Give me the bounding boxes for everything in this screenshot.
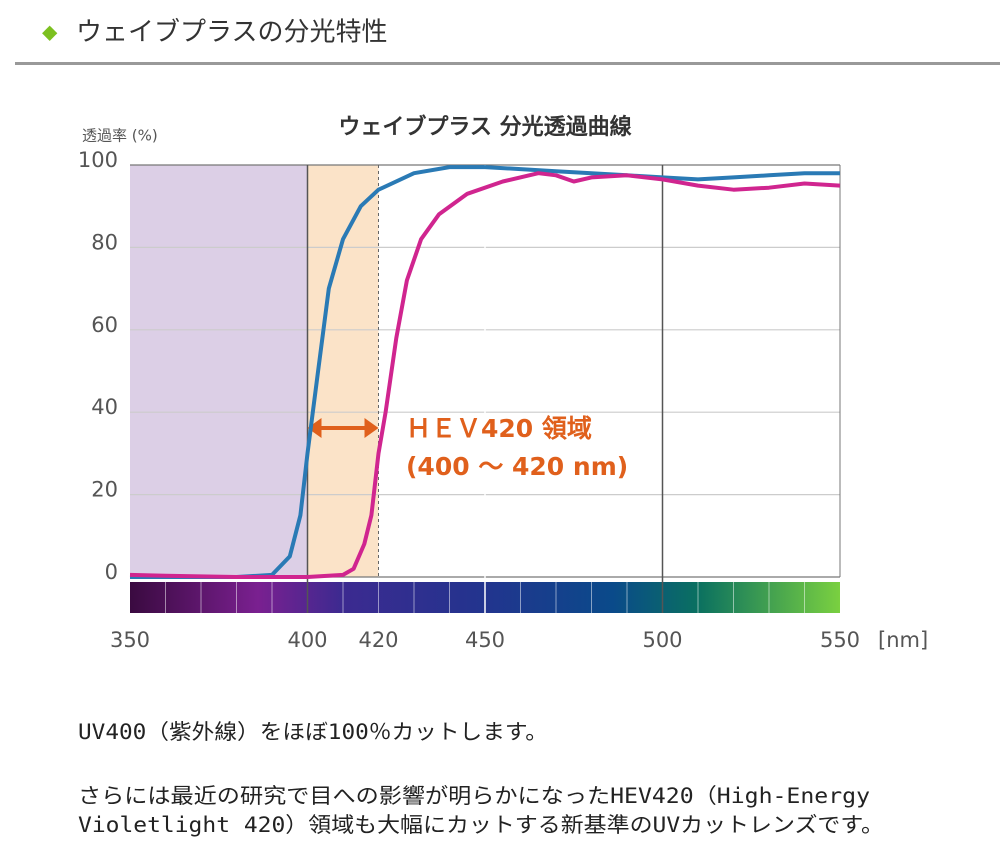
body-line: UV400（紫外線）をほぼ100％カットします。 xyxy=(78,720,548,744)
y-tick-label: 20 xyxy=(91,478,118,502)
y-tick-label: 60 xyxy=(91,313,118,337)
body-line: Violetlight 420）領域も大幅にカットする新基準のUVカットレンズで… xyxy=(78,813,884,837)
hev-arrow-head xyxy=(307,418,322,438)
bullet-diamond: ◆ xyxy=(42,20,58,44)
x-tick-label: 400 xyxy=(287,628,327,652)
chart-title: ウェイブプラス 分光透過曲線 xyxy=(338,114,631,140)
header-rule xyxy=(15,62,1000,65)
annotation: ＨＥＶ420 領域 xyxy=(406,414,592,443)
x-unit: [nm] xyxy=(878,628,928,652)
x-tick-label: 450 xyxy=(465,628,505,652)
body-line: さらには最近の研究で目への影響が明らかになったHEV420（High-Energ… xyxy=(78,784,870,808)
x-tick-label: 350 xyxy=(110,628,150,652)
series-line xyxy=(130,165,840,579)
uv-region xyxy=(130,165,308,577)
x-tick-label: 550 xyxy=(820,628,860,652)
plot: 0 20 40 60 80 100 350 400 420 450 500 550 xyxy=(78,148,860,652)
y-tick-label: 0 xyxy=(105,560,118,584)
section-title: ウェイブプラスの分光特性 xyxy=(76,18,387,48)
y-tick-label: 100 xyxy=(78,148,118,172)
x-tick-label: 500 xyxy=(642,628,682,652)
y-axis-label: 透過率 (%) xyxy=(82,127,158,145)
y-tick-label: 40 xyxy=(91,395,118,419)
series-line xyxy=(129,171,841,579)
y-tick-label: 80 xyxy=(91,230,118,254)
x-tick-label: 420 xyxy=(358,628,398,652)
hev-arrow-head xyxy=(364,418,379,438)
annotation: (400 〜 420 nm) xyxy=(406,452,628,481)
